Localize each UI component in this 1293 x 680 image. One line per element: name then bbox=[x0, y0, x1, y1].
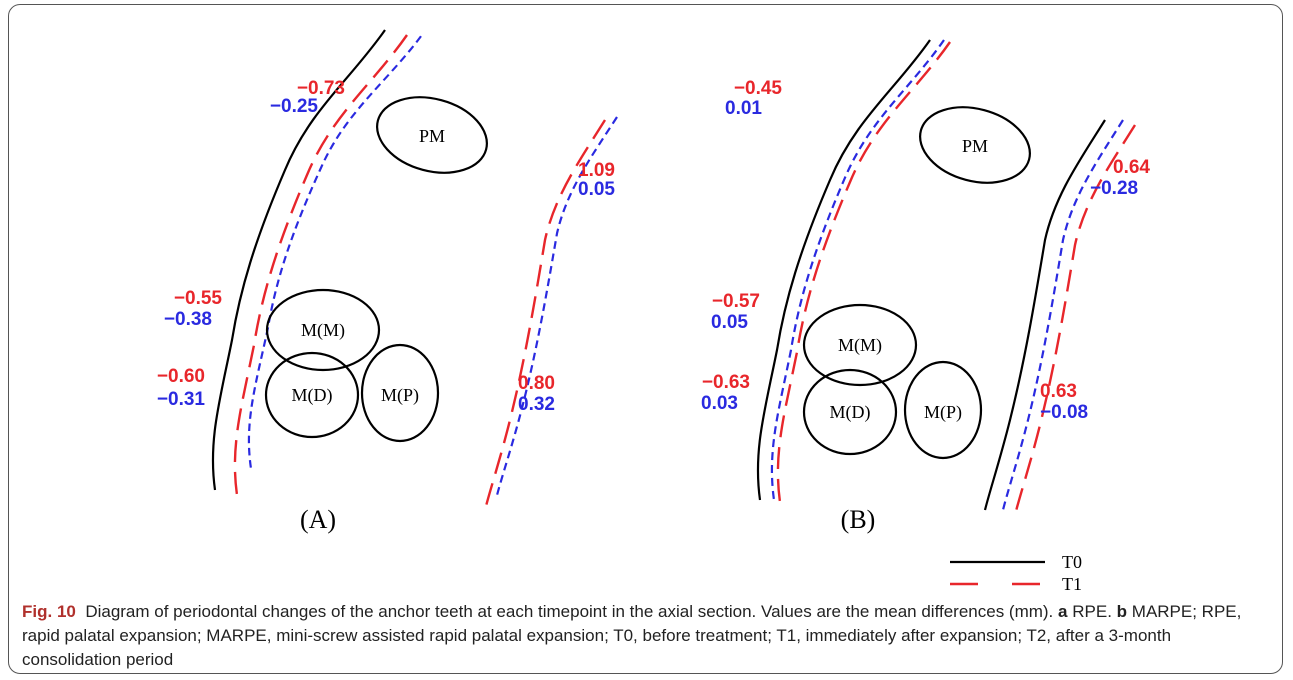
t2-value: 0.01 bbox=[725, 98, 762, 119]
t2-value: 0.03 bbox=[701, 393, 738, 414]
t1-value: 0.63 bbox=[1040, 381, 1077, 402]
t2-value: 0.05 bbox=[578, 179, 615, 200]
t1-value: 0.64 bbox=[1113, 157, 1150, 178]
page: {"panels": [ {"label": "(A)", "structure… bbox=[0, 0, 1293, 680]
legend: T0 T1 T2 bbox=[950, 552, 1082, 600]
structure-label: PM bbox=[962, 136, 988, 156]
t1-value: −0.57 bbox=[712, 291, 760, 312]
legend-label: T1 bbox=[1062, 574, 1082, 594]
t2-value: −0.31 bbox=[157, 389, 206, 410]
t2-line bbox=[772, 40, 944, 500]
structure-label: M(P) bbox=[924, 402, 962, 423]
panel-label: (A) bbox=[300, 505, 336, 534]
t0-line bbox=[758, 40, 930, 500]
panel-ref: b bbox=[1117, 602, 1127, 621]
t2-value: −0.38 bbox=[164, 309, 212, 330]
structure-label: M(D) bbox=[292, 385, 333, 406]
caption-text: RPE. bbox=[1072, 602, 1112, 621]
t1-value: −0.63 bbox=[702, 372, 750, 393]
structure-label: M(M) bbox=[301, 320, 345, 341]
t1-line bbox=[778, 42, 950, 502]
t1-value: −0.45 bbox=[734, 78, 783, 99]
panel-ref: a bbox=[1058, 602, 1067, 621]
t1-value: 1.09 bbox=[578, 160, 615, 181]
structure-label: M(D) bbox=[830, 402, 871, 423]
panel-b: PM M(M) M(D) M(P) (B) −0.45 0.01 0.64 −0… bbox=[701, 40, 1150, 534]
t2-value: 0.32 bbox=[518, 394, 555, 415]
t2-value: −0.28 bbox=[1090, 178, 1138, 199]
figure-number: Fig. 10 bbox=[22, 602, 76, 621]
t2-value: −0.25 bbox=[270, 96, 319, 117]
t2-value: 0.05 bbox=[711, 312, 748, 333]
caption: Fig. 10 Diagram of periodontal changes o… bbox=[22, 600, 1272, 672]
legend-label: T0 bbox=[1062, 552, 1082, 572]
structure-label: M(M) bbox=[838, 335, 882, 356]
t1-value: −0.55 bbox=[174, 288, 223, 309]
t2-value: −0.08 bbox=[1040, 402, 1088, 423]
structure-label: PM bbox=[419, 126, 445, 146]
caption-text: Diagram of periodontal changes of the an… bbox=[85, 602, 1053, 621]
diagram: PM M(M) M(D) M(P) (A) −0.73 −0.25 1.09 0… bbox=[0, 0, 1293, 600]
t1-line bbox=[235, 35, 407, 495]
structure-label: M(P) bbox=[381, 385, 419, 406]
panel-label: (B) bbox=[841, 505, 876, 534]
t1-value: −0.60 bbox=[157, 366, 205, 387]
panel-a: PM M(M) M(D) M(P) (A) −0.73 −0.25 1.09 0… bbox=[157, 30, 617, 534]
t1-value: 0.80 bbox=[518, 373, 555, 394]
